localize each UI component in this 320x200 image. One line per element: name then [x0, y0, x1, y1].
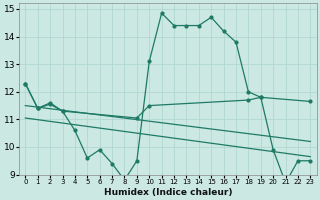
X-axis label: Humidex (Indice chaleur): Humidex (Indice chaleur) — [104, 188, 232, 197]
